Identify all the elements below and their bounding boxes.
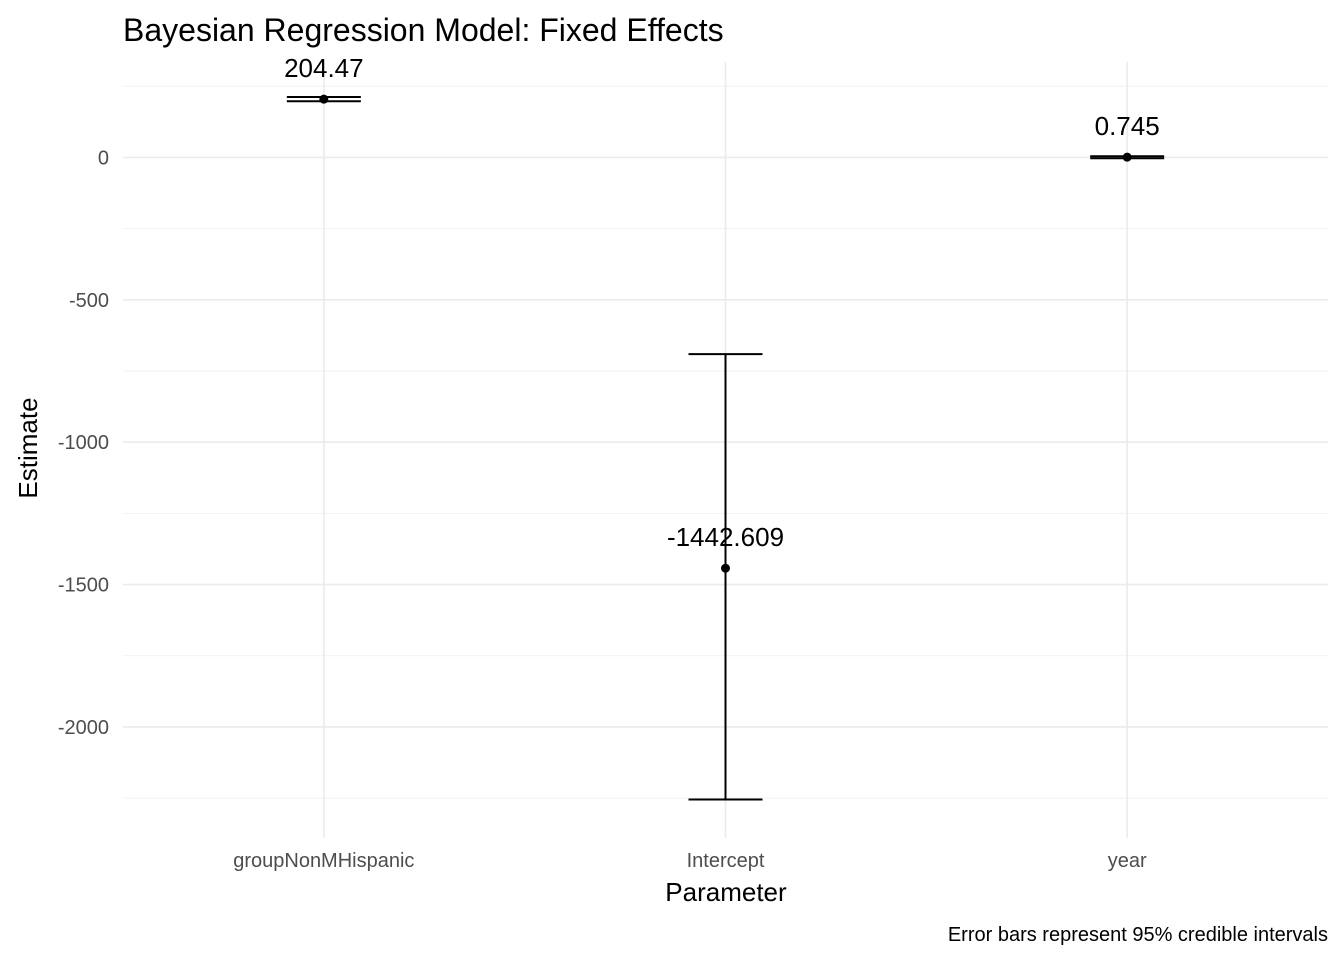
y-axis-title: Estimate xyxy=(13,397,43,498)
estimate-point-year xyxy=(1122,152,1132,162)
data-marks: 204.47 -1442.609 0.745 xyxy=(284,53,1165,801)
y-tick-label: -1000 xyxy=(58,432,109,454)
y-tick-label: 0 xyxy=(98,147,109,169)
chart-caption: Error bars represent 95% credible interv… xyxy=(948,924,1328,946)
x-axis-ticks: groupNonMHispanic Intercept year xyxy=(233,850,1147,872)
x-tick-label: year xyxy=(1108,850,1147,872)
x-axis-title: Parameter xyxy=(665,877,787,907)
x-tick-label: Intercept xyxy=(687,850,765,872)
data-label-Intercept: -1442.609 xyxy=(667,522,784,552)
y-tick-label: -500 xyxy=(69,290,109,312)
y-tick-label: -2000 xyxy=(58,717,109,739)
chart-title: Bayesian Regression Model: Fixed Effects xyxy=(123,12,724,48)
x-tick-label: groupNonMHispanic xyxy=(233,850,414,872)
data-label-groupNonMHispanic: 204.47 xyxy=(284,53,364,83)
estimate-point-Intercept xyxy=(721,563,730,573)
estimate-point-groupNonMHispanic xyxy=(319,94,329,104)
y-tick-label: -1500 xyxy=(58,575,109,597)
data-label-year: 0.745 xyxy=(1095,111,1160,141)
y-axis-ticks: 0 -500 -1000 -1500 -2000 xyxy=(58,147,109,739)
